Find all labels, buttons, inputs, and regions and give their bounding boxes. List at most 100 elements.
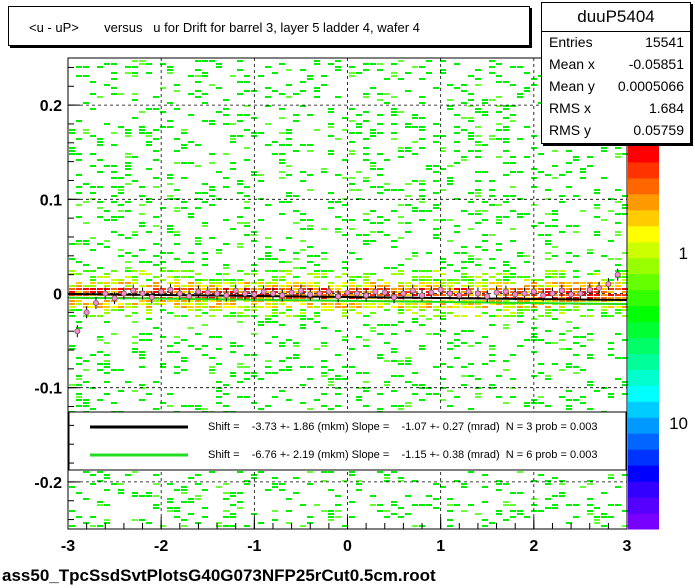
- heatmap-cell: [76, 375, 82, 377]
- x-tick-label: 2: [529, 538, 538, 555]
- profile-point: [186, 293, 193, 300]
- heatmap-cell: [524, 285, 530, 287]
- heatmap-cell: [468, 105, 474, 107]
- heatmap-cell: [587, 165, 593, 167]
- heatmap-cell: [76, 321, 82, 323]
- heatmap-cell: [307, 516, 313, 518]
- heatmap-cell: [405, 360, 411, 362]
- heatmap-cell: [552, 150, 558, 152]
- heatmap-cell: [188, 513, 194, 515]
- heatmap-cell: [461, 90, 467, 92]
- heatmap-cell: [97, 186, 103, 188]
- heatmap-cell: [615, 153, 621, 155]
- heatmap-cell: [489, 138, 495, 140]
- heatmap-cell: [167, 69, 173, 71]
- heatmap-cell: [608, 474, 614, 476]
- heatmap-cell: [76, 396, 82, 398]
- heatmap-cell: [216, 111, 222, 113]
- heatmap-cell: [83, 399, 89, 401]
- heatmap-cell: [321, 276, 327, 278]
- heatmap-cell: [76, 159, 82, 161]
- heatmap-cell: [454, 396, 460, 398]
- heatmap-cell: [216, 87, 222, 89]
- heatmap-cell: [328, 108, 334, 110]
- heatmap-cell: [524, 402, 530, 404]
- heatmap-cell: [181, 162, 187, 164]
- heatmap-cell: [181, 147, 187, 149]
- heatmap-cell: [188, 75, 194, 77]
- heatmap-cell: [384, 474, 390, 476]
- heatmap-cell: [230, 306, 236, 308]
- heatmap-cell: [279, 132, 285, 134]
- heatmap-cell: [195, 69, 201, 71]
- heatmap-cell: [377, 99, 383, 101]
- heatmap-cell: [601, 282, 607, 284]
- heatmap-cell: [202, 264, 208, 266]
- heatmap-cell: [230, 516, 236, 518]
- heatmap-cell: [475, 189, 481, 191]
- heatmap-cell: [405, 123, 411, 125]
- heatmap-cell: [412, 252, 418, 254]
- heatmap-cell: [398, 273, 404, 275]
- heatmap-cell: [300, 219, 306, 221]
- heatmap-cell: [391, 501, 397, 503]
- heatmap-cell: [517, 93, 523, 95]
- heatmap-cell: [167, 225, 173, 227]
- heatmap-cell: [524, 279, 530, 281]
- heatmap-cell: [188, 300, 194, 302]
- heatmap-cell: [510, 306, 516, 308]
- heatmap-cell: [237, 282, 243, 284]
- heatmap-cell: [440, 315, 446, 317]
- heatmap-cell: [83, 183, 89, 185]
- heatmap-cell: [503, 360, 509, 362]
- heatmap-cell: [153, 276, 159, 278]
- heatmap-cell: [342, 117, 348, 119]
- heatmap-cell: [118, 288, 124, 290]
- heatmap-cell: [468, 201, 474, 203]
- heatmap-cell: [174, 243, 180, 245]
- heatmap-cell: [139, 354, 145, 356]
- heatmap-cell: [181, 261, 187, 263]
- heatmap-cell: [573, 255, 579, 257]
- heatmap-cell: [419, 279, 425, 281]
- heatmap-cell: [286, 261, 292, 263]
- heatmap-cell: [279, 312, 285, 314]
- heatmap-cell: [76, 516, 82, 518]
- heatmap-cell: [517, 471, 523, 473]
- heatmap-cell: [132, 117, 138, 119]
- heatmap-cell: [349, 189, 355, 191]
- heatmap-cell: [363, 63, 369, 65]
- heatmap-cell: [265, 237, 271, 239]
- heatmap-cell: [419, 303, 425, 305]
- heatmap-cell: [216, 285, 222, 287]
- heatmap-cell: [230, 162, 236, 164]
- heatmap-cell: [615, 306, 621, 308]
- heatmap-cell: [440, 312, 446, 314]
- heatmap-cell: [622, 153, 628, 155]
- heatmap-cell: [83, 306, 89, 308]
- heatmap-cell: [202, 303, 208, 305]
- heatmap-cell: [230, 168, 236, 170]
- heatmap-cell: [300, 249, 306, 251]
- heatmap-cell: [454, 141, 460, 143]
- heatmap-cell: [615, 264, 621, 266]
- heatmap-cell: [265, 297, 271, 299]
- heatmap-cell: [433, 507, 439, 509]
- heatmap-cell: [265, 315, 271, 317]
- heatmap-cell: [237, 60, 243, 62]
- heatmap-cell: [517, 294, 523, 296]
- heatmap-cell: [321, 303, 327, 305]
- heatmap-cell: [496, 222, 502, 224]
- heatmap-cell: [545, 378, 551, 380]
- profile-point: [297, 287, 304, 294]
- heatmap-cell: [69, 309, 75, 311]
- heatmap-cell: [244, 75, 250, 77]
- heatmap-cell: [111, 186, 117, 188]
- profile-point: [176, 290, 183, 297]
- heatmap-cell: [426, 168, 432, 170]
- heatmap-cell: [363, 273, 369, 275]
- heatmap-cell: [349, 177, 355, 179]
- heatmap-cell: [307, 273, 313, 275]
- heatmap-cell: [468, 363, 474, 365]
- heatmap-cell: [76, 261, 82, 263]
